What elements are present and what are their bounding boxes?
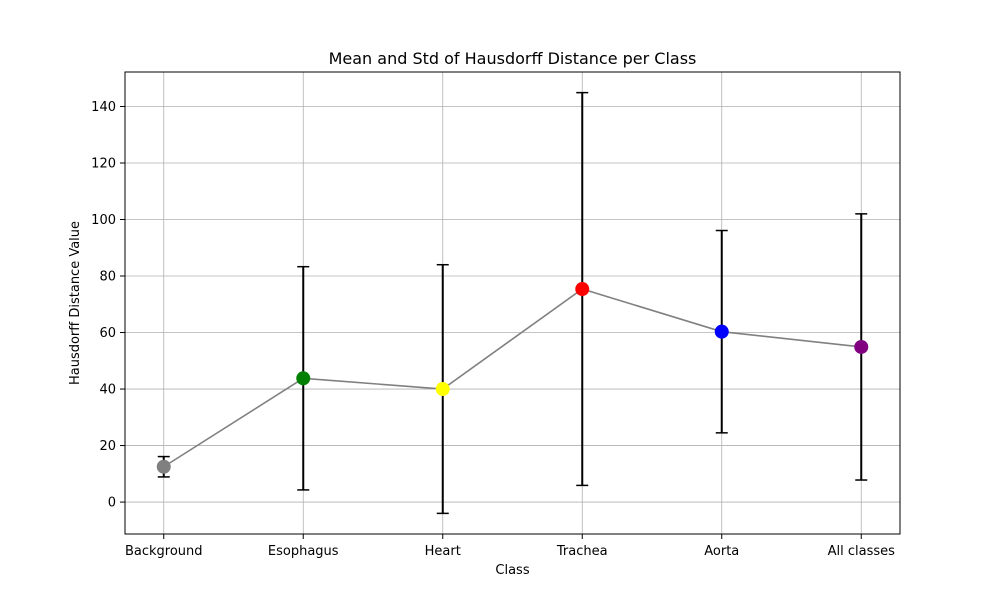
- x-tick-label: All classes: [828, 544, 896, 559]
- y-tick-label: 0: [108, 496, 116, 511]
- chart-title: Mean and Std of Hausdorff Distance per C…: [329, 49, 697, 68]
- x-tick-label: Aorta: [704, 544, 739, 559]
- y-axis-label: Hausdorff Distance Value: [68, 221, 83, 385]
- y-tick-label: 80: [99, 270, 116, 285]
- y-tick-label: 60: [99, 326, 116, 341]
- series: [156, 91, 869, 515]
- x-tick-label: Trachea: [556, 544, 608, 559]
- x-axis-label: Class: [495, 563, 529, 578]
- data-point: [156, 459, 171, 474]
- data-point: [854, 339, 869, 354]
- y-tick-label: 20: [99, 439, 116, 454]
- data-point: [435, 382, 450, 397]
- x-tick-label: Heart: [425, 544, 461, 559]
- plot-frame: [124, 71, 901, 535]
- y-tick-label: 120: [91, 156, 116, 171]
- x-tick-label: Background: [125, 544, 203, 559]
- axes: Background Esophagus Heart Trachea Aorta All …: [91, 100, 895, 559]
- data-point: [296, 371, 311, 386]
- mean-line: [163, 288, 862, 468]
- y-tick-label: 100: [91, 213, 116, 228]
- data-point: [575, 282, 590, 297]
- y-tick-label: 140: [91, 100, 116, 115]
- y-tick-label: 40: [99, 383, 116, 398]
- x-tick-label: Esophagus: [268, 544, 339, 559]
- data-point: [714, 324, 729, 339]
